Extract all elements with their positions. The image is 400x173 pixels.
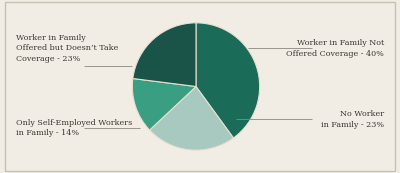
Text: Worker in Family Not
Offered Coverage - 40%: Worker in Family Not Offered Coverage - …	[286, 39, 384, 58]
Wedge shape	[150, 86, 234, 150]
Text: Only Self-Employed Workers
in Family - 14%: Only Self-Employed Workers in Family - 1…	[16, 119, 132, 137]
Text: No Worker
in Family - 23%: No Worker in Family - 23%	[321, 110, 384, 129]
Text: Worker in Family
Offered but Doesn’t Take
Coverage - 23%: Worker in Family Offered but Doesn’t Tak…	[16, 34, 118, 63]
Wedge shape	[133, 23, 196, 86]
Wedge shape	[196, 23, 260, 138]
Wedge shape	[132, 79, 196, 130]
